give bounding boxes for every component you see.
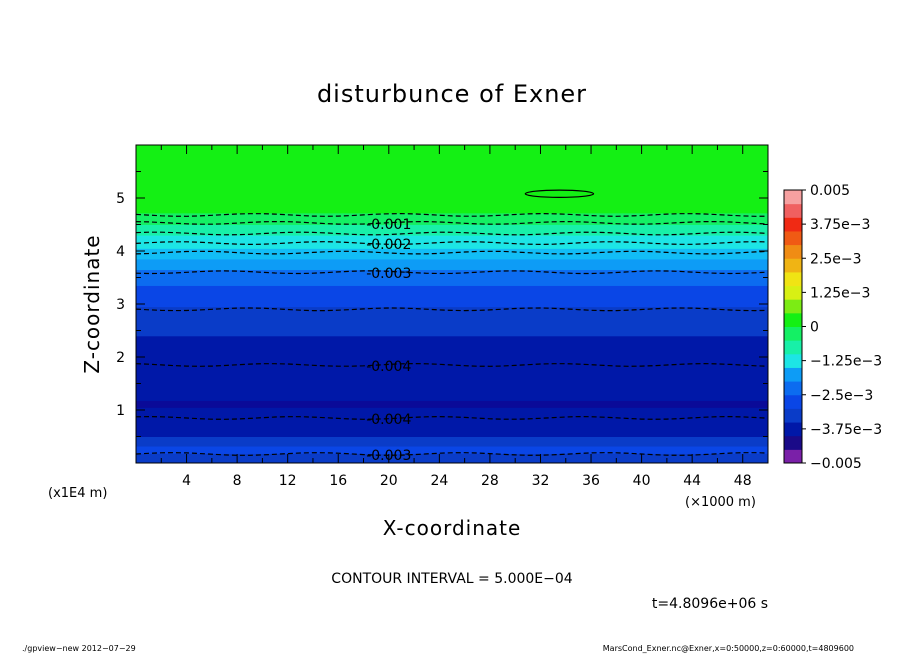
y-axis-label: Z-coordinate (80, 234, 104, 373)
contour-label-6: -0.002 (366, 237, 411, 253)
band-10 (136, 248, 768, 260)
colorbar-segment-3 (784, 408, 802, 423)
colorbar-segment-14 (784, 258, 802, 273)
contour-line-5 (135, 250, 769, 255)
y-ticks: 1 2 3 4 5 (116, 171, 768, 437)
colorbar-segment-19 (784, 190, 802, 205)
contour-line-1 (135, 415, 769, 420)
colorbar-tick-label: 2.5e−3 (810, 251, 862, 267)
band-7 (136, 285, 768, 308)
x-tick-label: 40 (633, 473, 651, 489)
colorbar-tick-label: 3.75e−3 (810, 217, 870, 233)
colorbar-segment-11 (784, 299, 802, 314)
filled-bands (136, 145, 768, 464)
y-tick-label: 5 (116, 191, 125, 207)
colorbar-tick-label: 0 (810, 320, 819, 336)
colorbar-segment-9 (784, 326, 802, 341)
colorbar-segment-13 (784, 271, 802, 287)
colorbar-segment-7 (784, 353, 802, 368)
contour-line-9 (135, 212, 769, 217)
x-axis-label: X-coordinate (383, 516, 522, 540)
chart-title: disturbunce of Exner (317, 80, 587, 108)
y-tick-label: 4 (116, 244, 125, 260)
colorbar-segment-8 (784, 340, 802, 355)
contour-interval: CONTOUR INTERVAL = 5.000E−04 (331, 571, 572, 587)
contour-line-7 (135, 231, 769, 236)
colorbar-segment-16 (784, 230, 802, 246)
contour-line-6 (135, 241, 769, 246)
contour-line-8 (135, 220, 769, 225)
contour-line-4 (135, 270, 769, 275)
band-14 (136, 145, 768, 214)
colorbar-segment-0 (784, 449, 802, 464)
band-2 (136, 436, 768, 447)
footer-left: ./gpview−new 2012−07−29 (22, 644, 136, 653)
time-label: t=4.8096e+06 s (652, 596, 768, 612)
band-12 (136, 224, 768, 236)
x-tick-label: 32 (532, 473, 550, 489)
y-tick-label: 1 (116, 403, 125, 419)
colorbar-tick-label: −1.25e−3 (810, 354, 882, 370)
x-tick-label: 20 (380, 473, 398, 489)
colorbar-segment-17 (784, 217, 802, 232)
contour-line-3 (135, 307, 769, 312)
x-tick-label: 24 (430, 473, 448, 489)
x-ticks: 4 8 12 16 20 24 28 32 36 40 44 48 (160, 145, 752, 489)
x-tick-label: 44 (683, 473, 701, 489)
band-9 (136, 258, 768, 271)
contour-label-8: -0.001 (366, 217, 411, 233)
contour-line-2 (135, 362, 769, 367)
x-unit-label: (×1000 m) (685, 495, 756, 510)
x-tick-label: 48 (734, 473, 752, 489)
band-3 (136, 407, 768, 437)
band-5 (136, 335, 768, 401)
colorbar-segment-4 (784, 394, 802, 409)
y-tick-label: 3 (116, 297, 125, 313)
y-tick-label: 2 (116, 350, 125, 366)
x-tick-label: 4 (182, 473, 191, 489)
closed-contour (524, 189, 595, 198)
colorbar-segment-10 (784, 312, 802, 327)
contour-label-4: -0.003 (366, 266, 411, 282)
y-unit-label: (x1E4 m) (48, 486, 107, 501)
colorbar-segment-12 (784, 285, 802, 300)
band-8 (136, 269, 768, 286)
band-4 (136, 400, 768, 408)
band-1 (136, 446, 768, 454)
x-tick-label: 8 (233, 473, 242, 489)
x-tick-label: 36 (582, 473, 600, 489)
contour-line-0 (135, 452, 769, 456)
colorbar-segment-2 (784, 422, 802, 437)
colorbar-segment-6 (784, 367, 802, 382)
colorbar-tick-label: −0.005 (810, 456, 862, 472)
x-tick-label: 28 (481, 473, 499, 489)
x-tick-label: 12 (279, 473, 297, 489)
contour-labels: -0.003-0.004-0.004-0.003-0.002-0.001 (366, 217, 411, 464)
band-0 (136, 453, 768, 464)
colorbar-tick-label: −2.5e−3 (810, 388, 873, 404)
colorbar-tick-label: 0.005 (810, 183, 850, 199)
contour-label-2: -0.004 (366, 359, 411, 375)
contour-lines (135, 189, 769, 456)
colorbar-tick-label: 1.25e−3 (810, 285, 870, 301)
contour-label-1: -0.004 (366, 412, 411, 428)
colorbar-segment-18 (784, 203, 802, 218)
colorbar: −0.005 −3.75e−3 −2.5e−3 −1.25e−3 0 1.25e−3 2.5… (783, 183, 882, 472)
colorbar-segment-1 (784, 435, 802, 450)
footer-right: MarsCond_Exner.nc@Exner,x=0:50000,z=0:60… (603, 644, 854, 653)
colorbar-segment-5 (784, 381, 802, 396)
band-6 (136, 306, 768, 337)
colorbar-tick-label: −3.75e−3 (810, 422, 882, 438)
colorbar-segment-15 (784, 244, 802, 259)
x-tick-label: 16 (329, 473, 347, 489)
